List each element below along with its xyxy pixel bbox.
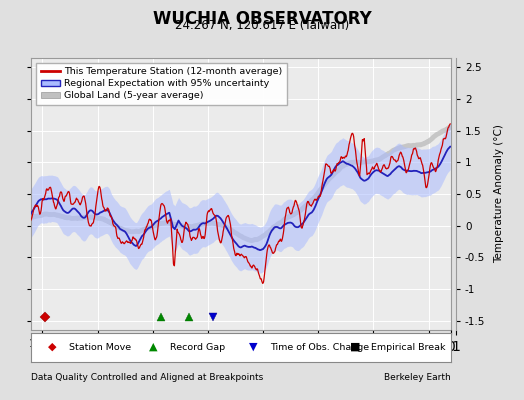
Text: Empirical Break: Empirical Break (371, 342, 445, 352)
Text: Record Gap: Record Gap (170, 342, 225, 352)
Text: Time of Obs. Change: Time of Obs. Change (270, 342, 369, 352)
Text: WUCHIA OBSERVATORY: WUCHIA OBSERVATORY (152, 10, 372, 28)
Text: ▲: ▲ (149, 342, 157, 352)
Text: ■: ■ (350, 342, 361, 352)
Y-axis label: Temperature Anomaly (°C): Temperature Anomaly (°C) (494, 124, 504, 264)
Text: Data Quality Controlled and Aligned at Breakpoints: Data Quality Controlled and Aligned at B… (31, 373, 264, 382)
Text: 24.267 N, 120.617 E (Taiwan): 24.267 N, 120.617 E (Taiwan) (175, 19, 349, 32)
Text: Berkeley Earth: Berkeley Earth (384, 373, 451, 382)
Text: Station Move: Station Move (69, 342, 132, 352)
Text: ▼: ▼ (249, 342, 258, 352)
Text: ◆: ◆ (48, 342, 57, 352)
Legend: This Temperature Station (12-month average), Regional Expectation with 95% uncer: This Temperature Station (12-month avera… (36, 63, 288, 105)
